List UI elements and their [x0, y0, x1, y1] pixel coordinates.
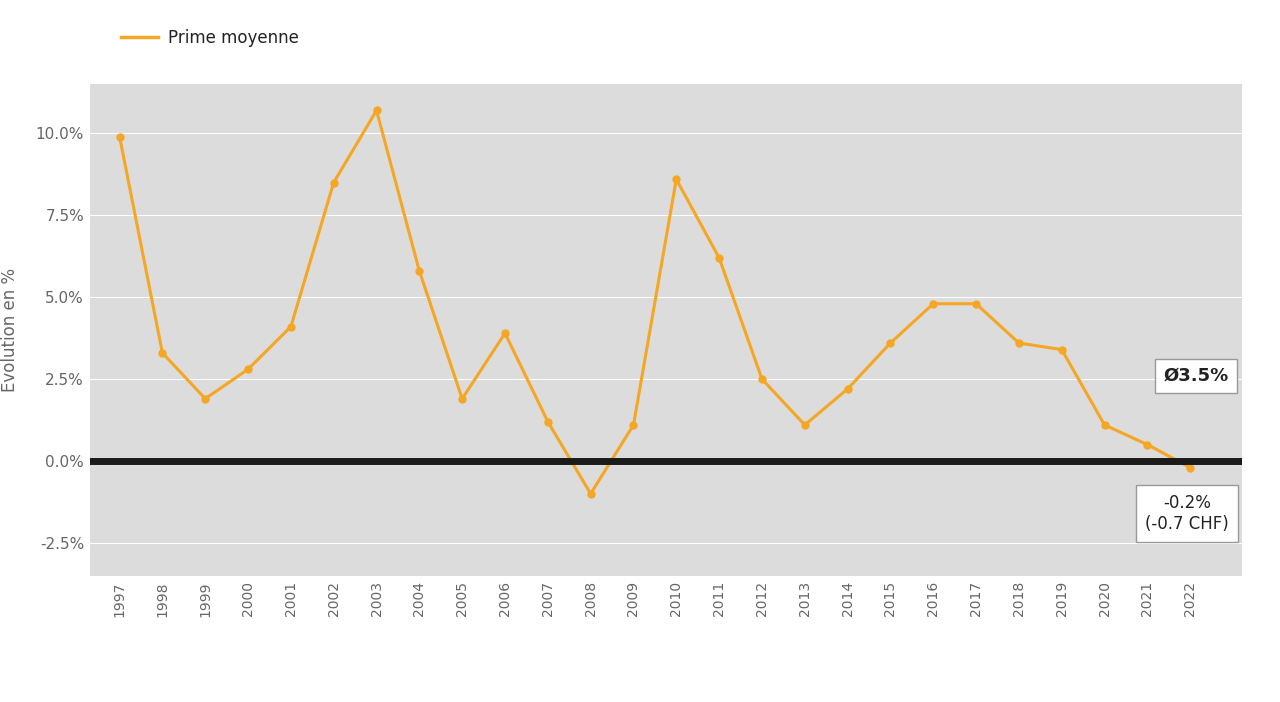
- Y-axis label: Evolution en %: Evolution en %: [1, 268, 19, 392]
- Text: Ø3.5%: Ø3.5%: [1164, 367, 1229, 385]
- Legend: Prime moyenne: Prime moyenne: [122, 29, 298, 47]
- Text: -0.2%
(-0.7 CHF): -0.2% (-0.7 CHF): [1146, 494, 1229, 533]
